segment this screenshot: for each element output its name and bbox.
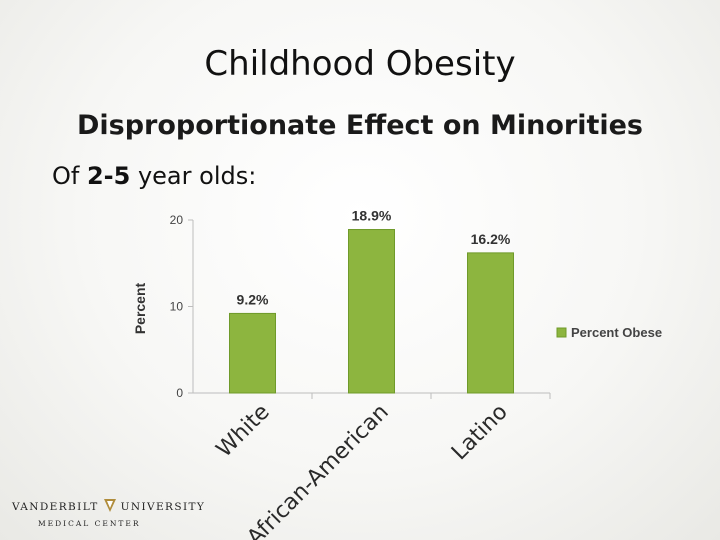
lead-text: Of 2-5 year olds: bbox=[52, 162, 256, 190]
bar bbox=[348, 229, 395, 394]
y-tick-label: 10 bbox=[170, 300, 184, 314]
data-label: 9.2% bbox=[237, 291, 269, 307]
legend-label: Percent Obese bbox=[571, 325, 662, 340]
logo-right-word: UNIVERSITY bbox=[120, 501, 206, 513]
x-category-label: White bbox=[212, 400, 275, 463]
lead-suffix: year olds: bbox=[130, 162, 257, 190]
x-category-label: Latino bbox=[447, 400, 513, 466]
legend-swatch bbox=[556, 327, 567, 338]
bar bbox=[229, 312, 276, 394]
lead-bold: 2-5 bbox=[86, 162, 131, 190]
slide-subtitle: Disproportionate Effect on Minorities bbox=[76, 110, 643, 141]
logo-bottom-word: MEDICAL CENTER bbox=[38, 519, 141, 528]
y-axis-title: Percent bbox=[132, 282, 148, 334]
oak-leaf-icon bbox=[103, 498, 117, 516]
data-label: 18.9% bbox=[352, 208, 392, 224]
logo-left-word: VANDERBILT bbox=[12, 501, 99, 513]
y-tick-label: 20 bbox=[170, 213, 184, 227]
data-label: 16.2% bbox=[471, 231, 511, 247]
slide-title: Childhood Obesity bbox=[204, 44, 516, 84]
bar bbox=[467, 252, 514, 394]
lead-prefix: Of bbox=[52, 162, 87, 190]
y-tick-label: 0 bbox=[176, 386, 183, 400]
vanderbilt-logo: VANDERBILT UNIVERSITY MEDICAL CENTER bbox=[12, 498, 204, 528]
